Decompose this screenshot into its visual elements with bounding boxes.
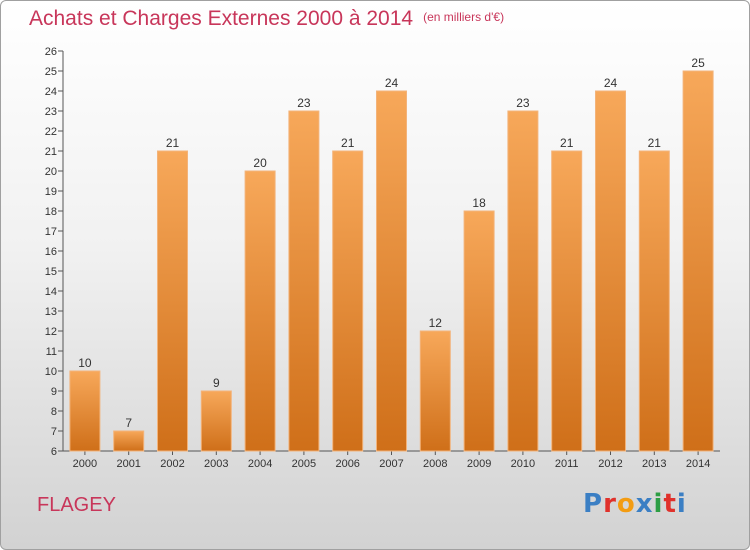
labels: 10 2000 7 2001 21 2002 9 2003 20 2004 23 2005 21 2006… [73,56,711,470]
logo-letter: i [653,489,664,519]
city-name: FLAGEY [37,494,116,516]
y-tick-label: 24 [45,86,57,98]
y-tick-label: 10 [45,366,57,378]
y-tick-label: 20 [45,166,57,178]
x-tick-label-2013: 2013 [642,458,666,470]
x-tick-label-2002: 2002 [160,458,184,470]
y-tick-label: 12 [45,326,57,338]
data-label-2014: 25 [691,56,705,70]
bar-2011 [551,150,583,452]
x-tick-label-2000: 2000 [73,458,97,470]
bar-2013 [638,150,670,452]
bar-2003 [200,390,232,452]
logo-letter: x [635,489,654,519]
y-tick-label: 8 [51,406,57,418]
x-tick-label-2010: 2010 [511,458,535,470]
bar-2009 [463,210,495,452]
data-label-2010: 23 [516,96,530,110]
bar-2008 [419,330,451,452]
x-tick-label-2012: 2012 [598,458,622,470]
x-tick-label-2009: 2009 [467,458,491,470]
y-tick-label: 17 [45,226,57,238]
x-tick-label-2006: 2006 [335,458,359,470]
data-label-2012: 24 [604,76,618,90]
bar-2014 [682,70,714,452]
y-tick-label: 6 [51,446,57,458]
data-label-2005: 23 [297,96,311,110]
x-tick-label-2004: 2004 [248,458,272,470]
y-tick-label: 9 [51,386,57,398]
bar-2012 [595,90,626,452]
y-tick-label: 25 [45,66,57,78]
data-label-2001: 7 [125,416,132,430]
y-tick-label: 19 [45,186,57,198]
y-tick-label: 23 [45,106,57,118]
y-tick-label: 15 [45,266,57,278]
y-tick-label: 26 [45,46,57,58]
x-tick-label-2007: 2007 [379,458,403,470]
logo-letter: i [676,489,687,519]
chart-subtitle: (en milliers d'€) [423,10,505,24]
logo-letter: P [583,489,604,519]
bar-2005 [288,110,320,452]
proxiti-logo: Proxiti [583,489,687,519]
title-text: Achats et Charges Externes 2000 à 2014 [29,7,414,30]
bar-2007 [376,90,407,452]
x-tick-label-2008: 2008 [423,458,447,470]
bar-2000 [69,370,101,452]
bar-2002 [157,150,188,452]
y-tick-label: 18 [45,206,57,218]
x-tick-label-2003: 2003 [204,458,228,470]
y-tick-label: 14 [45,286,57,298]
y-tick-label: 22 [45,126,57,138]
bar-2006 [332,150,364,452]
y-tick-label: 11 [46,346,57,358]
chart-title: Achats et Charges Externes 2000 à 2014 (e… [29,7,504,31]
data-label-2003: 9 [213,376,220,390]
data-label-2011: 21 [560,136,574,150]
data-label-2013: 21 [648,136,662,150]
data-label-2000: 10 [78,356,92,370]
data-label-2002: 21 [166,136,180,150]
data-label-2007: 24 [385,76,399,90]
x-tick-label-2014: 2014 [686,458,710,470]
y-tick-label: 21 [45,146,57,158]
x-tick-label-2011: 2011 [555,458,579,470]
y-tick-label: 7 [51,426,57,438]
logo-letter: t [663,489,677,519]
x-tick-label-2005: 2005 [292,458,316,470]
data-label-2009: 18 [472,196,486,210]
logo-letter: r [603,489,617,519]
y-tick-label: 16 [45,246,57,258]
logo-letter: o [616,489,636,519]
bars [69,70,714,452]
bar-2010 [507,110,539,452]
data-label-2006: 21 [341,136,355,150]
bar-2001 [113,430,145,452]
bar-2004 [244,170,276,452]
data-label-2004: 20 [253,156,267,170]
x-tick-label-2001: 2001 [116,458,140,470]
data-label-2008: 12 [429,316,443,330]
y-tick-label: 13 [45,306,57,318]
